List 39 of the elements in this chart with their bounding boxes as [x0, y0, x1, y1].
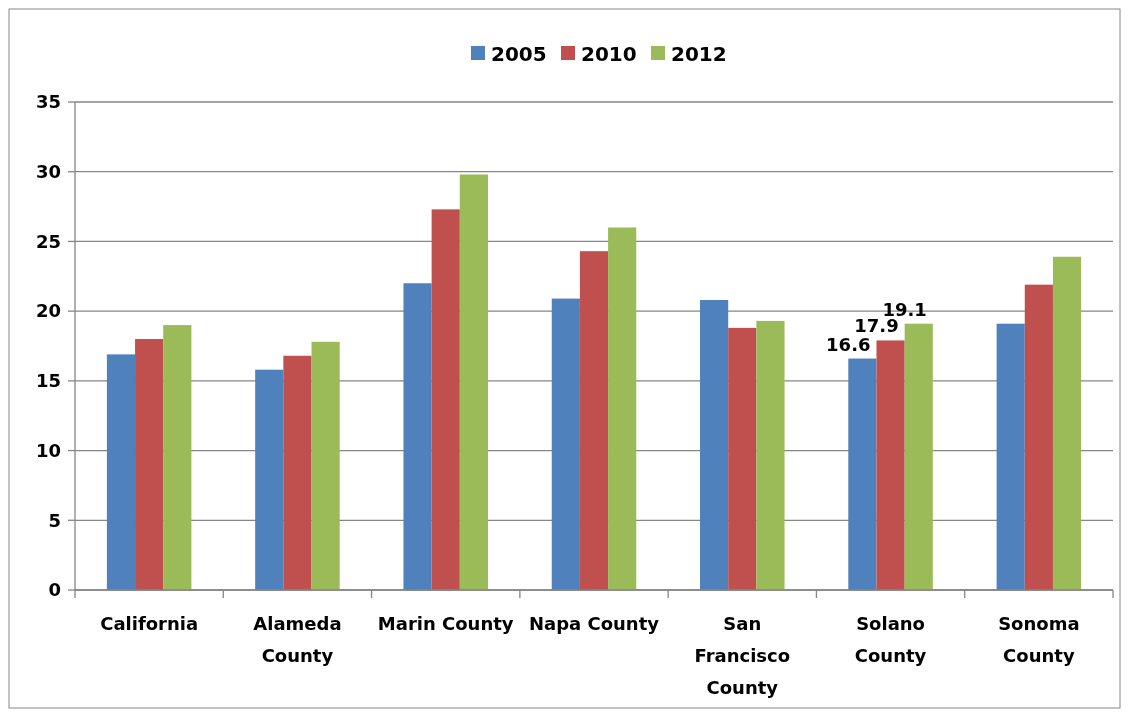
y-tick-label: 25: [35, 230, 61, 252]
bar: [996, 323, 1025, 590]
bar: [551, 298, 580, 590]
bar: [579, 251, 609, 590]
bar: [163, 325, 192, 590]
bar: [106, 354, 136, 590]
x-tick-label: Solano County: [854, 613, 927, 666]
y-tick-label: 10: [35, 439, 61, 461]
y-tick-label: 35: [35, 91, 61, 113]
y-tick-label: 30: [35, 161, 61, 183]
bar: [459, 174, 488, 590]
bar: [311, 341, 340, 590]
bar: [1052, 256, 1082, 590]
x-tick-label: Alameda County: [253, 613, 342, 666]
bar: [1024, 284, 1053, 590]
x-tick-label: Marin County: [377, 613, 514, 634]
bar: [283, 355, 312, 590]
y-tick-label: 20: [35, 300, 61, 322]
bar: [135, 339, 164, 590]
y-tick-label: 0: [48, 579, 61, 601]
x-tick-label: San Francisco County: [694, 613, 791, 698]
legend-label: 2005: [491, 42, 547, 66]
legend-label: 2012: [671, 42, 727, 66]
bar: [608, 227, 637, 590]
x-tick-label: Sonoma County: [998, 613, 1080, 666]
bar: [904, 323, 933, 590]
y-tick-label: 5: [48, 509, 61, 531]
bar: [403, 283, 432, 590]
bar: [756, 320, 785, 590]
bar: [700, 299, 729, 590]
x-tick-label: California: [100, 613, 199, 634]
y-tick-label: 15: [35, 370, 61, 392]
bar: [848, 358, 877, 590]
bar: [255, 369, 284, 590]
bar: [431, 209, 460, 590]
bar: [876, 340, 905, 590]
legend-label: 2010: [581, 42, 637, 66]
bar: [728, 327, 757, 590]
x-tick-label: Napa County: [528, 613, 660, 634]
